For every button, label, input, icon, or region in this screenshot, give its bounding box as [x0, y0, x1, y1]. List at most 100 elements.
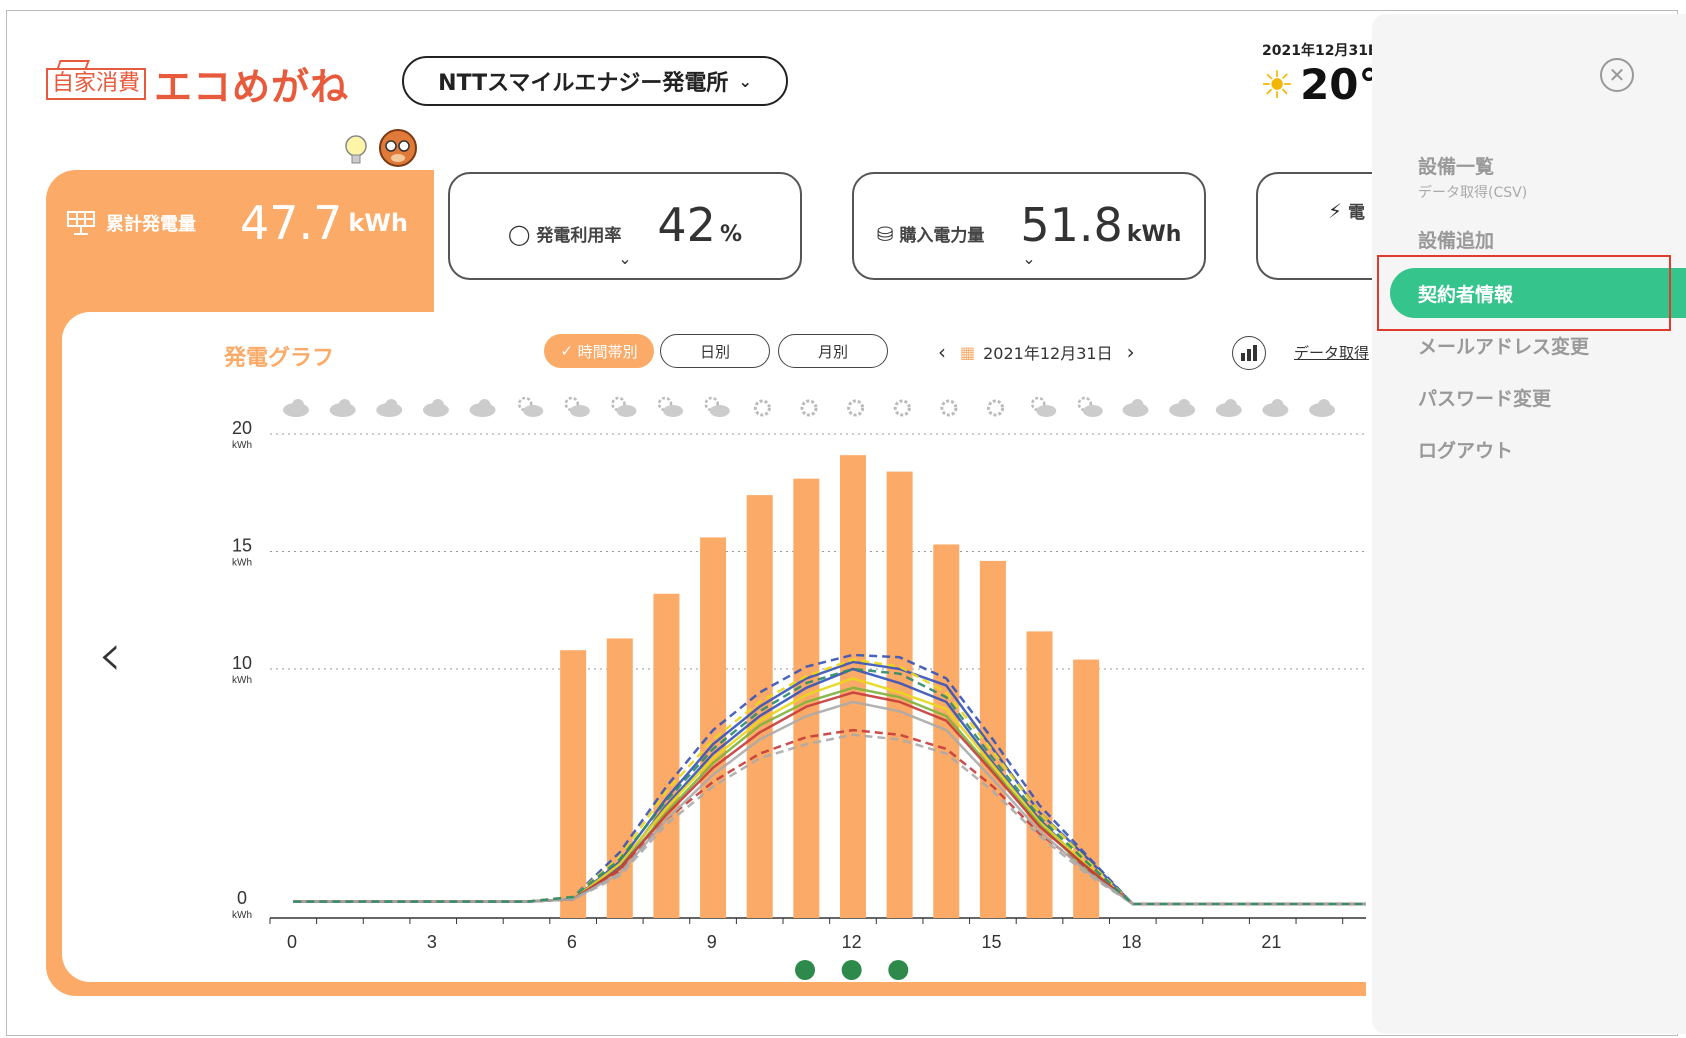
chevron-down-icon[interactable]: ⌄	[1022, 249, 1036, 268]
x-tick-label: 18	[1121, 932, 1141, 952]
menu-add-equipment[interactable]: 設備追加	[1418, 230, 1495, 252]
x-tick-label: 21	[1261, 932, 1281, 952]
kpi-purchase-card[interactable]: ⛁ 購入電力量 51.8 kWh ⌄	[852, 172, 1206, 280]
y-unit-label: kWh	[232, 440, 252, 451]
kpi-purchase-unit: kWh	[1126, 222, 1182, 247]
header-date: 2021年12月31E	[1262, 43, 1378, 59]
chart-type-toggle[interactable]	[1232, 336, 1266, 370]
kpi-total-generation[interactable]: 累計発電量 47.7 kWh	[66, 196, 408, 250]
generation-chart: 0 kWh 10 kWh 15 kWh 20 kWh 0 3 6 9 12 15 18 21	[232, 396, 1366, 980]
current-date[interactable]: 2021年12月31日	[983, 344, 1113, 363]
app-logo[interactable]: 自家消費 エコめがね	[46, 56, 349, 111]
cloud-icon	[1178, 399, 1191, 411]
tab-hourly[interactable]: ✓ 時間帯別	[544, 334, 654, 368]
chart-bar	[700, 537, 727, 918]
cloud-icon	[478, 399, 491, 411]
cloud-icon	[663, 405, 684, 417]
reference-line	[293, 653, 1366, 906]
cloud-icon	[292, 399, 304, 411]
reference-line	[293, 667, 1366, 906]
chart-bar	[653, 593, 680, 918]
cloud-icon	[709, 405, 730, 417]
x-tick-label: 3	[427, 932, 437, 952]
kpi-partial-card[interactable]: ⚡ 電	[1256, 172, 1386, 280]
kpi-main-value: 47.7	[240, 196, 343, 250]
chart-bar	[560, 650, 587, 918]
reference-line	[293, 733, 1366, 906]
sun-icon	[753, 399, 771, 417]
partly-cloudy-icon	[517, 396, 533, 412]
partly-cloudy-icon	[611, 396, 626, 412]
mascot-illustration	[345, 129, 417, 167]
chevron-down-icon[interactable]: ⌄	[618, 249, 632, 268]
chevron-down-icon: ⌄	[738, 71, 752, 91]
kpi-usage-value: 42	[657, 198, 716, 252]
prev-date-icon[interactable]: ‹	[938, 340, 946, 364]
sun-icon	[800, 399, 818, 417]
partly-cloudy-icon	[564, 396, 580, 412]
kpi-usage-unit: %	[719, 222, 742, 247]
tab-monthly[interactable]: 月別	[778, 334, 888, 368]
side-menu	[1372, 14, 1686, 1034]
x-tick-label: 9	[707, 932, 717, 952]
partly-cloudy-icon	[704, 396, 719, 412]
kpi-purchase-label: 購入電力量	[899, 226, 985, 246]
cloud-icon	[569, 405, 590, 417]
reference-line	[293, 691, 1366, 906]
cloud-icon	[1318, 399, 1331, 411]
x-tick-label: 0	[287, 932, 297, 952]
kpi-main-label: 累計発電量	[106, 214, 196, 235]
kpi-partial-label: 電	[1348, 203, 1366, 223]
logo-box-text: 自家消費	[52, 70, 141, 96]
weather-widget: ☀ 20°	[1260, 60, 1380, 109]
plant-selector[interactable]: NTTスマイルエナジー発電所 ⌄	[402, 56, 788, 106]
cloud-icon	[523, 405, 544, 417]
logo-name: エコめがね	[154, 65, 350, 109]
plant-name: NTTスマイルエナジー発電所	[438, 71, 729, 96]
menu-logout[interactable]: ログアウト	[1418, 440, 1514, 462]
x-tick-label: 15	[982, 932, 1002, 952]
cloud-icon	[616, 405, 637, 417]
balance-marker-icon	[888, 960, 909, 980]
kpi-usage-label: 発電利用率	[536, 226, 622, 246]
chart-bar	[1026, 631, 1053, 918]
tab-hourly-label: 時間帯別	[577, 342, 638, 361]
cloud-icon	[431, 399, 444, 411]
calendar-icon[interactable]: ▦	[960, 342, 976, 362]
reference-line	[293, 677, 1366, 906]
tab-daily-label: 日別	[699, 342, 730, 361]
y-tick-label: 10	[232, 653, 252, 673]
kpi-main-unit: kWh	[348, 209, 408, 237]
kpi-usage-rate-card[interactable]: ◯ 発電利用率 42 % ⌄	[448, 172, 802, 280]
menu-contractor-info[interactable]: 契約者情報	[1418, 284, 1514, 306]
menu-equipment-list[interactable]: 設備一覧	[1418, 156, 1495, 178]
data-download-link[interactable]: データ取得	[1294, 344, 1370, 362]
menu-csv-download[interactable]: データ取得(CSV)	[1418, 185, 1528, 201]
close-icon[interactable]: ✕	[1600, 58, 1634, 92]
reference-line	[293, 700, 1366, 906]
logo-box: 自家消費	[46, 59, 147, 100]
y-tick-label: 0	[237, 888, 247, 908]
next-date-icon[interactable]: ›	[1126, 340, 1135, 364]
reference-line	[293, 667, 1366, 906]
y-unit-label: kWh	[232, 558, 252, 569]
balance-marker-icon	[795, 960, 816, 980]
partly-cloudy-icon	[1030, 396, 1046, 412]
partly-cloudy-icon	[657, 396, 673, 412]
sun-icon	[847, 399, 865, 417]
highlight-annotation	[1377, 255, 1671, 331]
reference-line	[293, 686, 1366, 906]
tab-daily[interactable]: 日別	[660, 334, 770, 368]
menu-change-email[interactable]: メールアドレス変更	[1418, 336, 1590, 358]
balance-marker-icon	[841, 960, 862, 980]
chevron-left-icon[interactable]: ‹	[98, 620, 122, 690]
menu-change-password[interactable]: パスワード変更	[1418, 388, 1552, 410]
kpi-purchase-value: 51.8	[1020, 198, 1123, 252]
y-unit-label: kWh	[232, 675, 252, 686]
check-icon: ✓	[560, 342, 578, 360]
reference-line	[293, 728, 1366, 906]
cloud-icon	[1082, 405, 1103, 417]
partly-cloudy-icon	[1077, 396, 1093, 412]
sun-icon: ☀	[1260, 62, 1295, 107]
reference-line	[293, 658, 1366, 906]
